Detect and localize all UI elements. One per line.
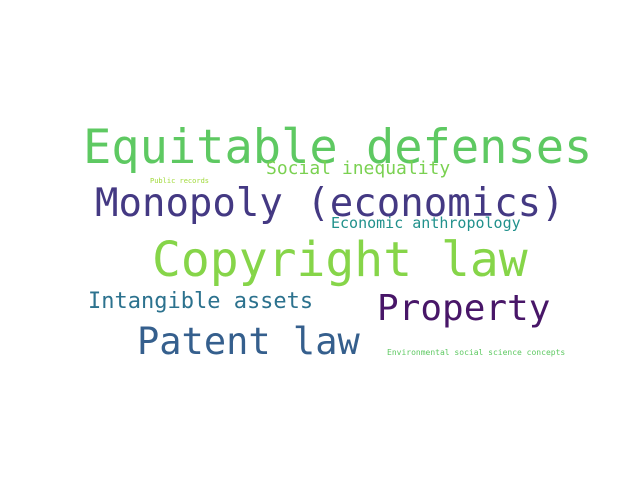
word-patent-law: Patent law [137,320,360,363]
word-copyright-law: Copyright law [152,232,528,288]
word-public-records: Public records [150,177,210,185]
word-property: Property [377,288,551,329]
word-equitable-defenses: Equitable defenses [83,120,593,175]
word-social-inequality: Social inequality [266,158,451,179]
word-intangible-assets: Intangible assets [88,289,314,314]
word-economic-anthropology: Economic anthropology [331,214,521,232]
word-monopoly-economics: Monopoly (economics) [95,181,565,226]
word-environmental-social-science-concepts: Environmental social science concepts [387,348,566,357]
